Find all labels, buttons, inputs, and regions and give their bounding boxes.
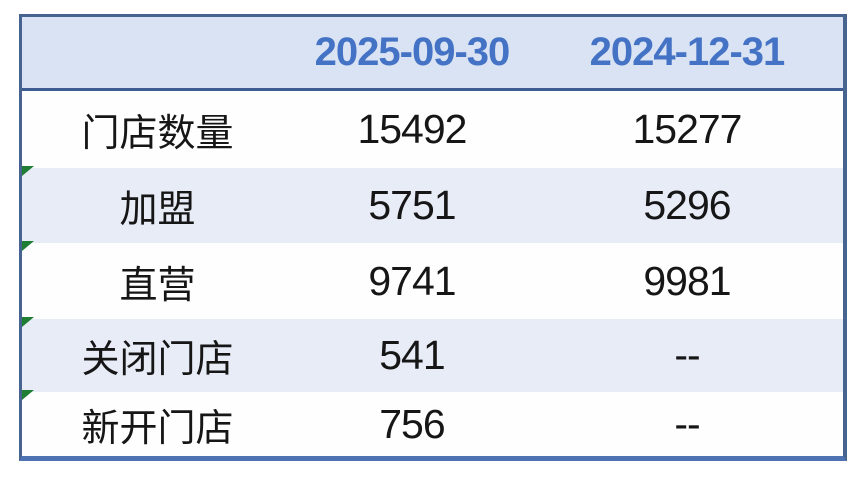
value-cell: 756 [293, 392, 531, 456]
row-label: 门店数量 [81, 113, 234, 155]
row-label: 加盟 [119, 189, 196, 231]
value-cell: 5296 [531, 168, 843, 243]
value-prior: 15277 [632, 106, 742, 152]
store-count-table: 2025-09-30 2024-12-31 门店数量 15492 15277 加… [19, 14, 847, 461]
comment-flag-icon [22, 166, 34, 176]
row-label: 关闭门店 [81, 339, 234, 381]
header-cell-current-period: 2025-09-30 [293, 17, 531, 88]
row-label-cell: 门店数量 [22, 91, 293, 168]
value-prior: 5296 [643, 182, 731, 228]
value-prior: -- [674, 332, 700, 378]
column-header-2025-09-30: 2025-09-30 [314, 30, 511, 74]
value-current: 15492 [357, 106, 467, 152]
row-franchise: 加盟 5751 5296 [22, 166, 843, 243]
table-header-row: 2025-09-30 2024-12-31 [22, 17, 843, 91]
row-total-stores: 门店数量 15492 15277 [22, 91, 843, 168]
value-current: 756 [379, 400, 445, 447]
row-label-cell: 关闭门店 [22, 319, 293, 392]
row-label-cell: 新开门店 [22, 392, 293, 456]
value-cell: -- [531, 319, 843, 392]
value-current: 541 [379, 332, 445, 378]
comment-flag-icon [22, 390, 34, 400]
value-current: 5751 [368, 182, 456, 228]
row-direct-operated: 直营 9741 9981 [22, 241, 843, 319]
column-header-2024-12-31: 2024-12-31 [589, 30, 786, 74]
header-cell-empty [22, 17, 293, 88]
row-label: 新开门店 [81, 407, 234, 450]
value-cell: 15492 [293, 91, 531, 168]
value-cell: 541 [293, 319, 531, 392]
value-cell: 5751 [293, 168, 531, 243]
row-label: 直营 [119, 264, 196, 307]
value-cell: 9741 [293, 243, 531, 319]
comment-flag-icon [22, 317, 34, 327]
row-new-stores: 新开门店 756 -- [22, 390, 843, 456]
header-cell-prior-period: 2024-12-31 [531, 17, 843, 88]
value-cell: 9981 [531, 243, 843, 319]
value-prior: -- [674, 400, 700, 447]
value-current: 9741 [368, 257, 456, 304]
value-prior: 9981 [643, 257, 731, 304]
comment-flag-icon [22, 241, 34, 251]
row-label-cell: 直营 [22, 243, 293, 319]
row-closed-stores: 关闭门店 541 -- [22, 317, 843, 392]
value-cell: 15277 [531, 91, 843, 168]
value-cell: -- [531, 392, 843, 456]
row-label-cell: 加盟 [22, 168, 293, 243]
